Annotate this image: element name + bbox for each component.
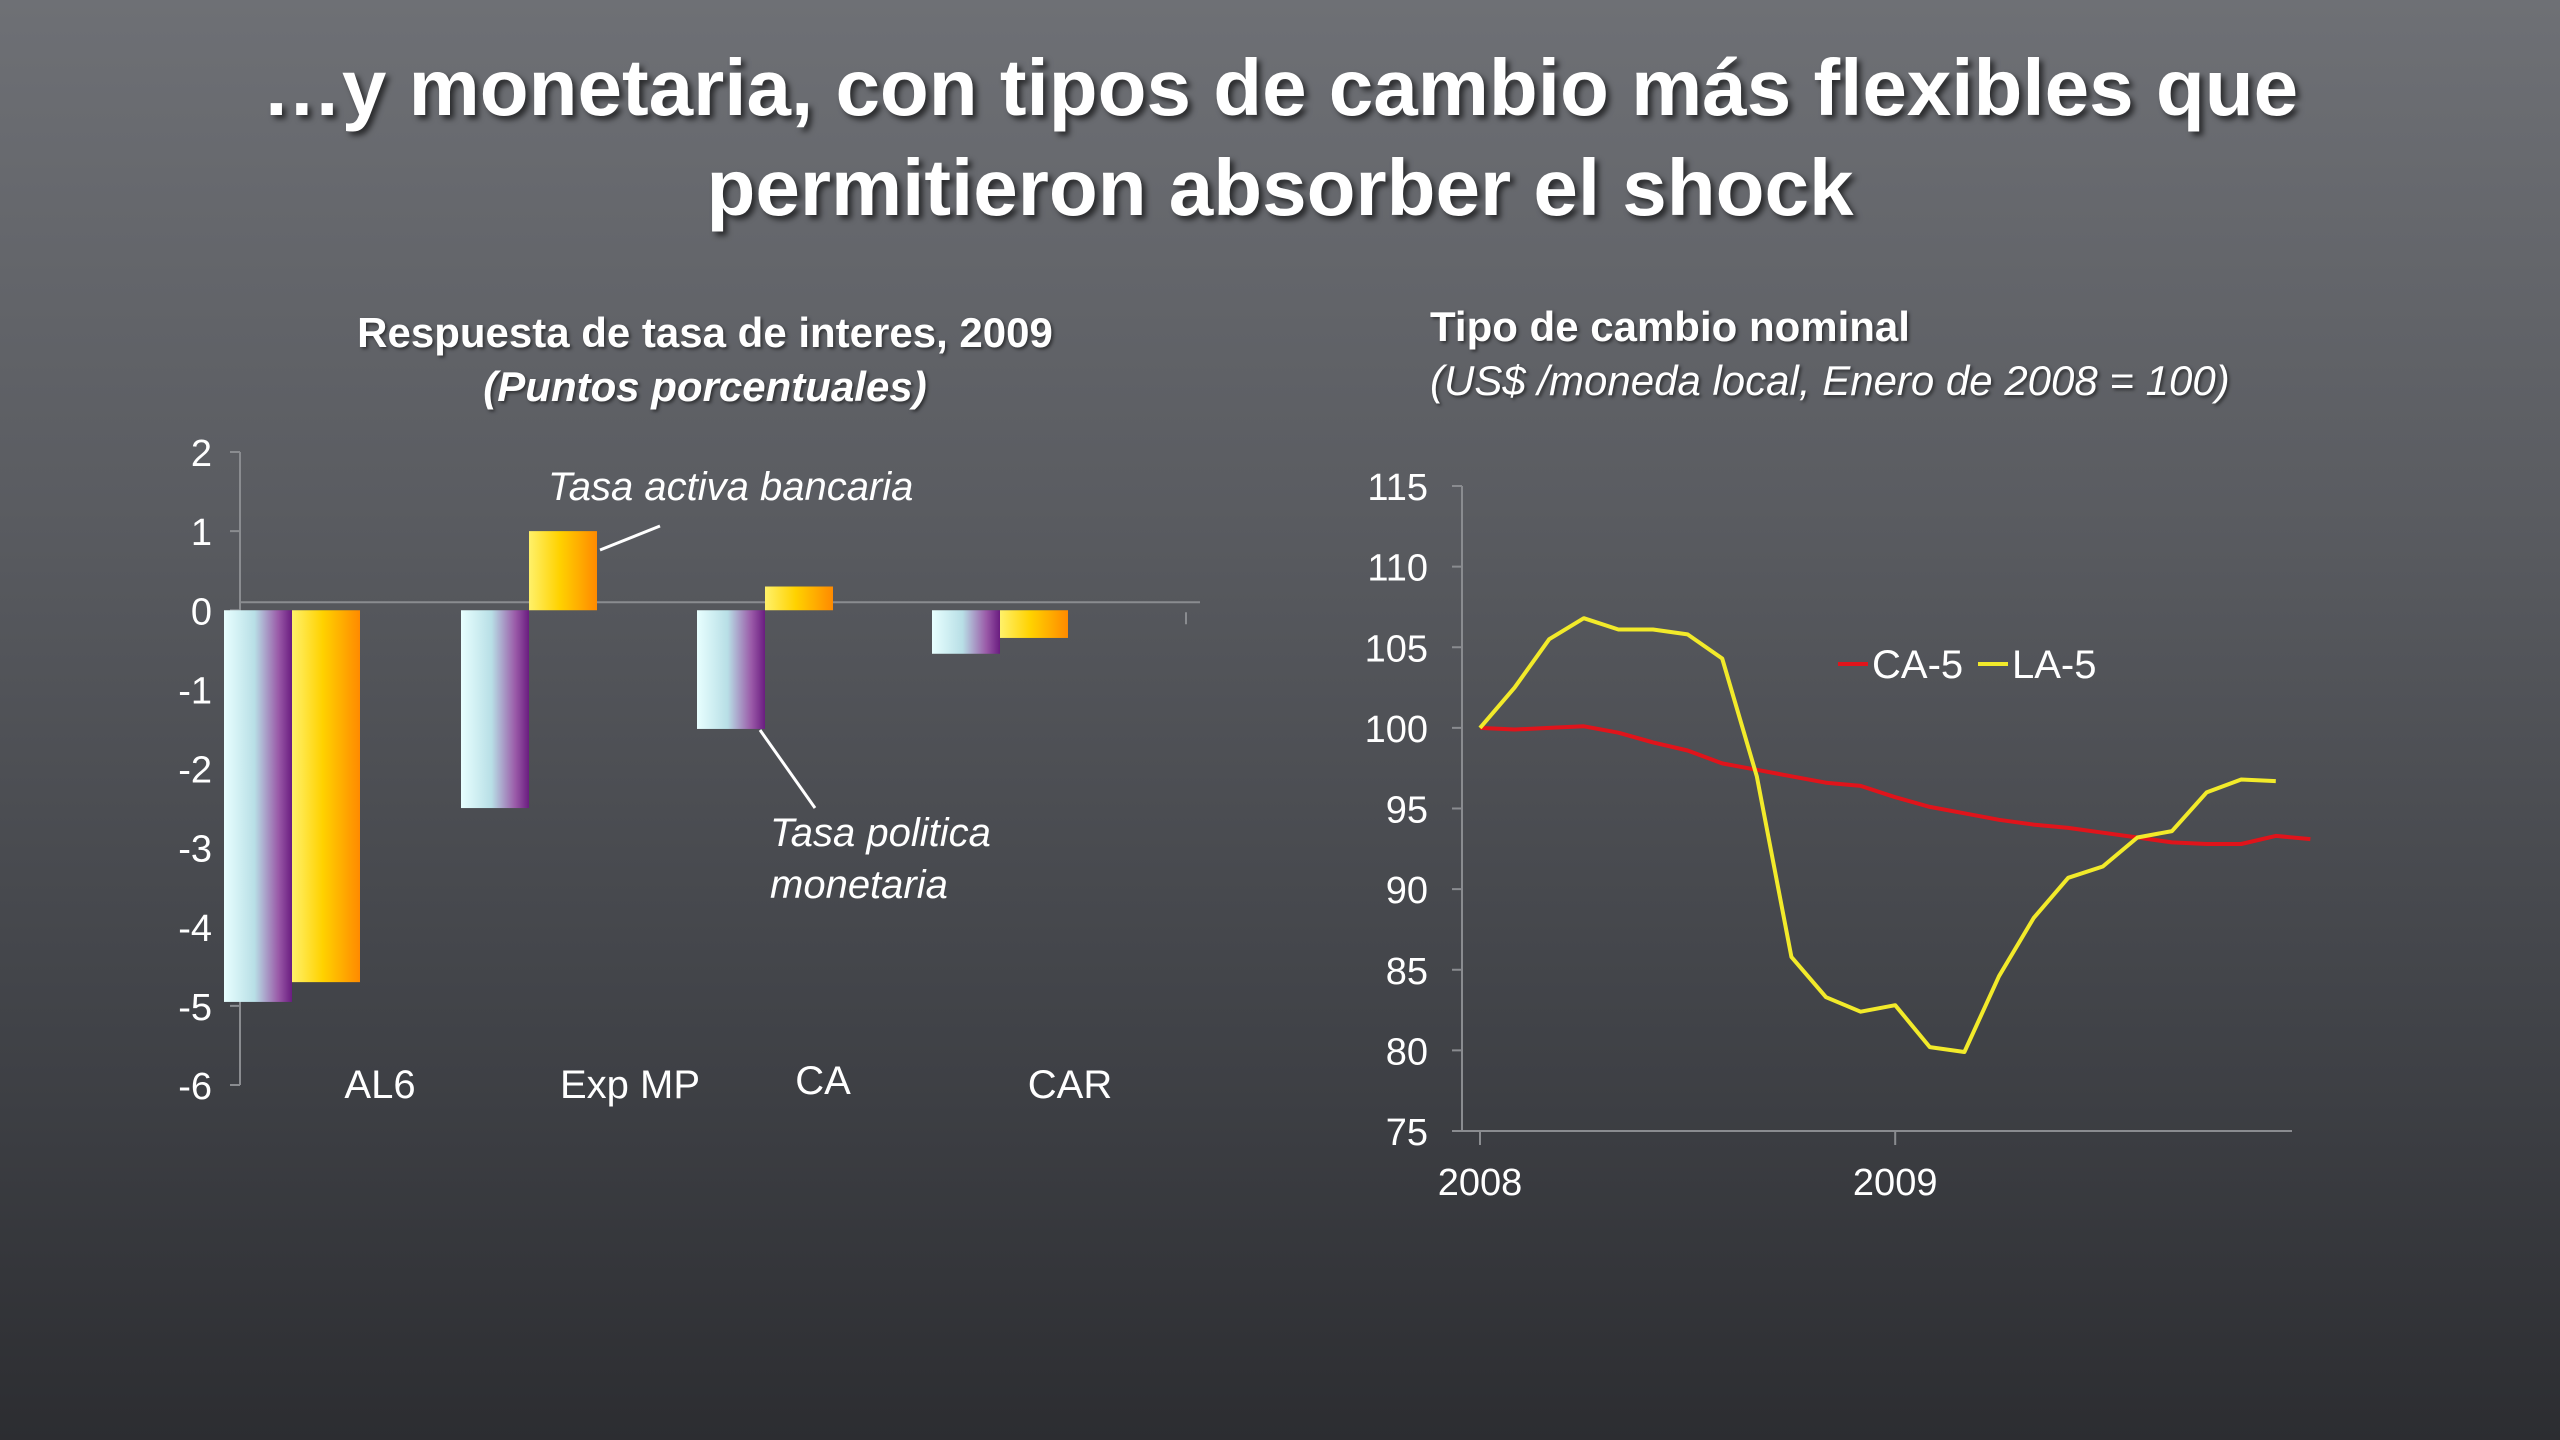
- annotation-lending-rate: Tasa activa bancaria: [548, 465, 913, 509]
- bar-y-tick-label: -5: [178, 987, 212, 1029]
- bar-y-tick-label: -4: [178, 908, 212, 950]
- bar-chart-bars: [224, 531, 1068, 1002]
- bar-chart-title-block: Respuesta de tasa de interes, 2009 (Punt…: [0, 306, 1410, 414]
- line-chart-title-block: Tipo de cambio nominal (US$ /moneda loca…: [1430, 300, 2230, 408]
- bar-lending-al6: [292, 610, 360, 983]
- bar-y-tick-label: -1: [178, 670, 212, 712]
- bar-y-tick-label: -2: [178, 750, 212, 792]
- bar-lending-car: [1000, 610, 1068, 638]
- bar-policy-exp-mp: [461, 610, 529, 809]
- annotation-policy-rate-line1: Tasa politica: [770, 811, 991, 855]
- bar-chart-title: Respuesta de tasa de interes, 2009: [357, 309, 1053, 356]
- bar-lending-ca: [765, 586, 833, 611]
- annotation-lending-leader: [599, 524, 661, 552]
- bar-category-label: CA: [795, 1059, 851, 1103]
- line-chart-subtitle: (US$ /moneda local, Enero de 2008 = 100): [1430, 357, 2230, 404]
- bar-chart-axes: 2 1 0 -1 -2 -3 -4 -5 -6: [178, 433, 1200, 1108]
- annotation-policy-rate-line2: monetaria: [770, 863, 948, 907]
- slide-title: …y monetaria, con tipos de cambio más fl…: [0, 38, 2560, 238]
- line-chart-title: Tipo de cambio nominal: [1430, 303, 1910, 350]
- bar-lending-exp-mp: [529, 531, 597, 611]
- bar-chart-subtitle: (Puntos porcentuales): [483, 363, 927, 410]
- bar-y-tick-label: -6: [178, 1066, 212, 1108]
- bar-y-tick-label: -3: [178, 829, 212, 871]
- slide-title-line2: permitieron absorber el shock: [706, 143, 1854, 232]
- bar-y-tick-label: 0: [191, 591, 212, 633]
- bar-category-label: Exp MP: [560, 1063, 700, 1107]
- bar-policy-ca: [697, 610, 765, 729]
- slide-title-line1: …y monetaria, con tipos de cambio más fl…: [261, 43, 2299, 132]
- annotation-policy-leader: [758, 729, 817, 809]
- bar-y-tick-label: 2: [191, 433, 212, 475]
- bar-policy-al6: [224, 610, 292, 1002]
- bar-policy-car: [932, 610, 1000, 654]
- bar-y-tick-label: 1: [191, 512, 212, 554]
- bar-chart-labels: AL6 Exp MP CA CAR Tasa activa bancaria Tasa p…: [344, 465, 1112, 1107]
- bar-category-label: CAR: [1028, 1063, 1112, 1107]
- bar-category-label: AL6: [344, 1063, 415, 1107]
